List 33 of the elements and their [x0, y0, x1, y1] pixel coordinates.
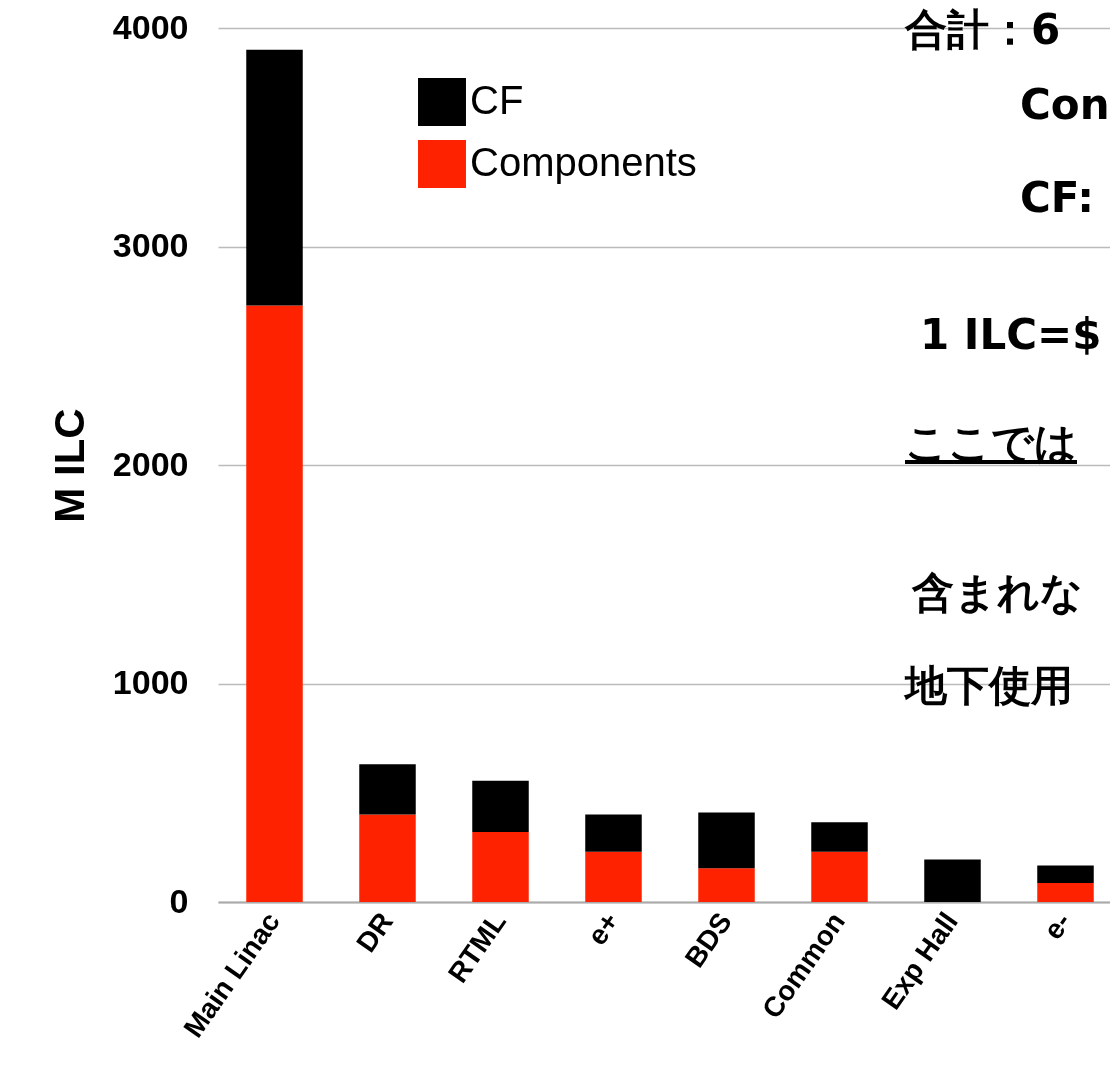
- x-tick-label: e-: [1037, 906, 1077, 945]
- y-tick-label: 2000: [112, 444, 189, 483]
- legend-label: Components: [470, 140, 697, 184]
- y-tick-label: 0: [169, 881, 189, 920]
- y-tick-label: 1000: [112, 663, 189, 701]
- bar: [1037, 865, 1094, 883]
- bar: [359, 814, 416, 902]
- bar: [924, 859, 981, 902]
- bar: [698, 868, 755, 902]
- y-tick-label: 4000: [112, 7, 189, 46]
- bar: [698, 812, 755, 869]
- annotation: ここでは: [905, 417, 1077, 469]
- bar: [811, 851, 868, 902]
- annotation: 地下使用: [905, 660, 1073, 712]
- annotation: 1 ILC=$: [920, 310, 1102, 359]
- bar: [585, 814, 642, 852]
- bar: [472, 832, 529, 902]
- bar: [359, 764, 416, 815]
- bar: [246, 49, 303, 306]
- bar: [811, 822, 868, 852]
- legend-label: CF: [470, 78, 524, 122]
- y-tick-label: 3000: [112, 226, 189, 264]
- x-tick-label: e+: [581, 906, 625, 951]
- annotation: CF:: [1020, 173, 1095, 222]
- annotation: 合計：6: [905, 4, 1061, 56]
- annotation: Con: [1020, 80, 1110, 129]
- bar: [1037, 882, 1094, 902]
- bar: [472, 780, 529, 833]
- x-tick-label: DR: [350, 906, 399, 958]
- annotation: 含まれな: [912, 567, 1083, 619]
- bar: [585, 851, 642, 902]
- bar: [246, 305, 303, 902]
- y-axis-title: M ILC: [45, 408, 93, 523]
